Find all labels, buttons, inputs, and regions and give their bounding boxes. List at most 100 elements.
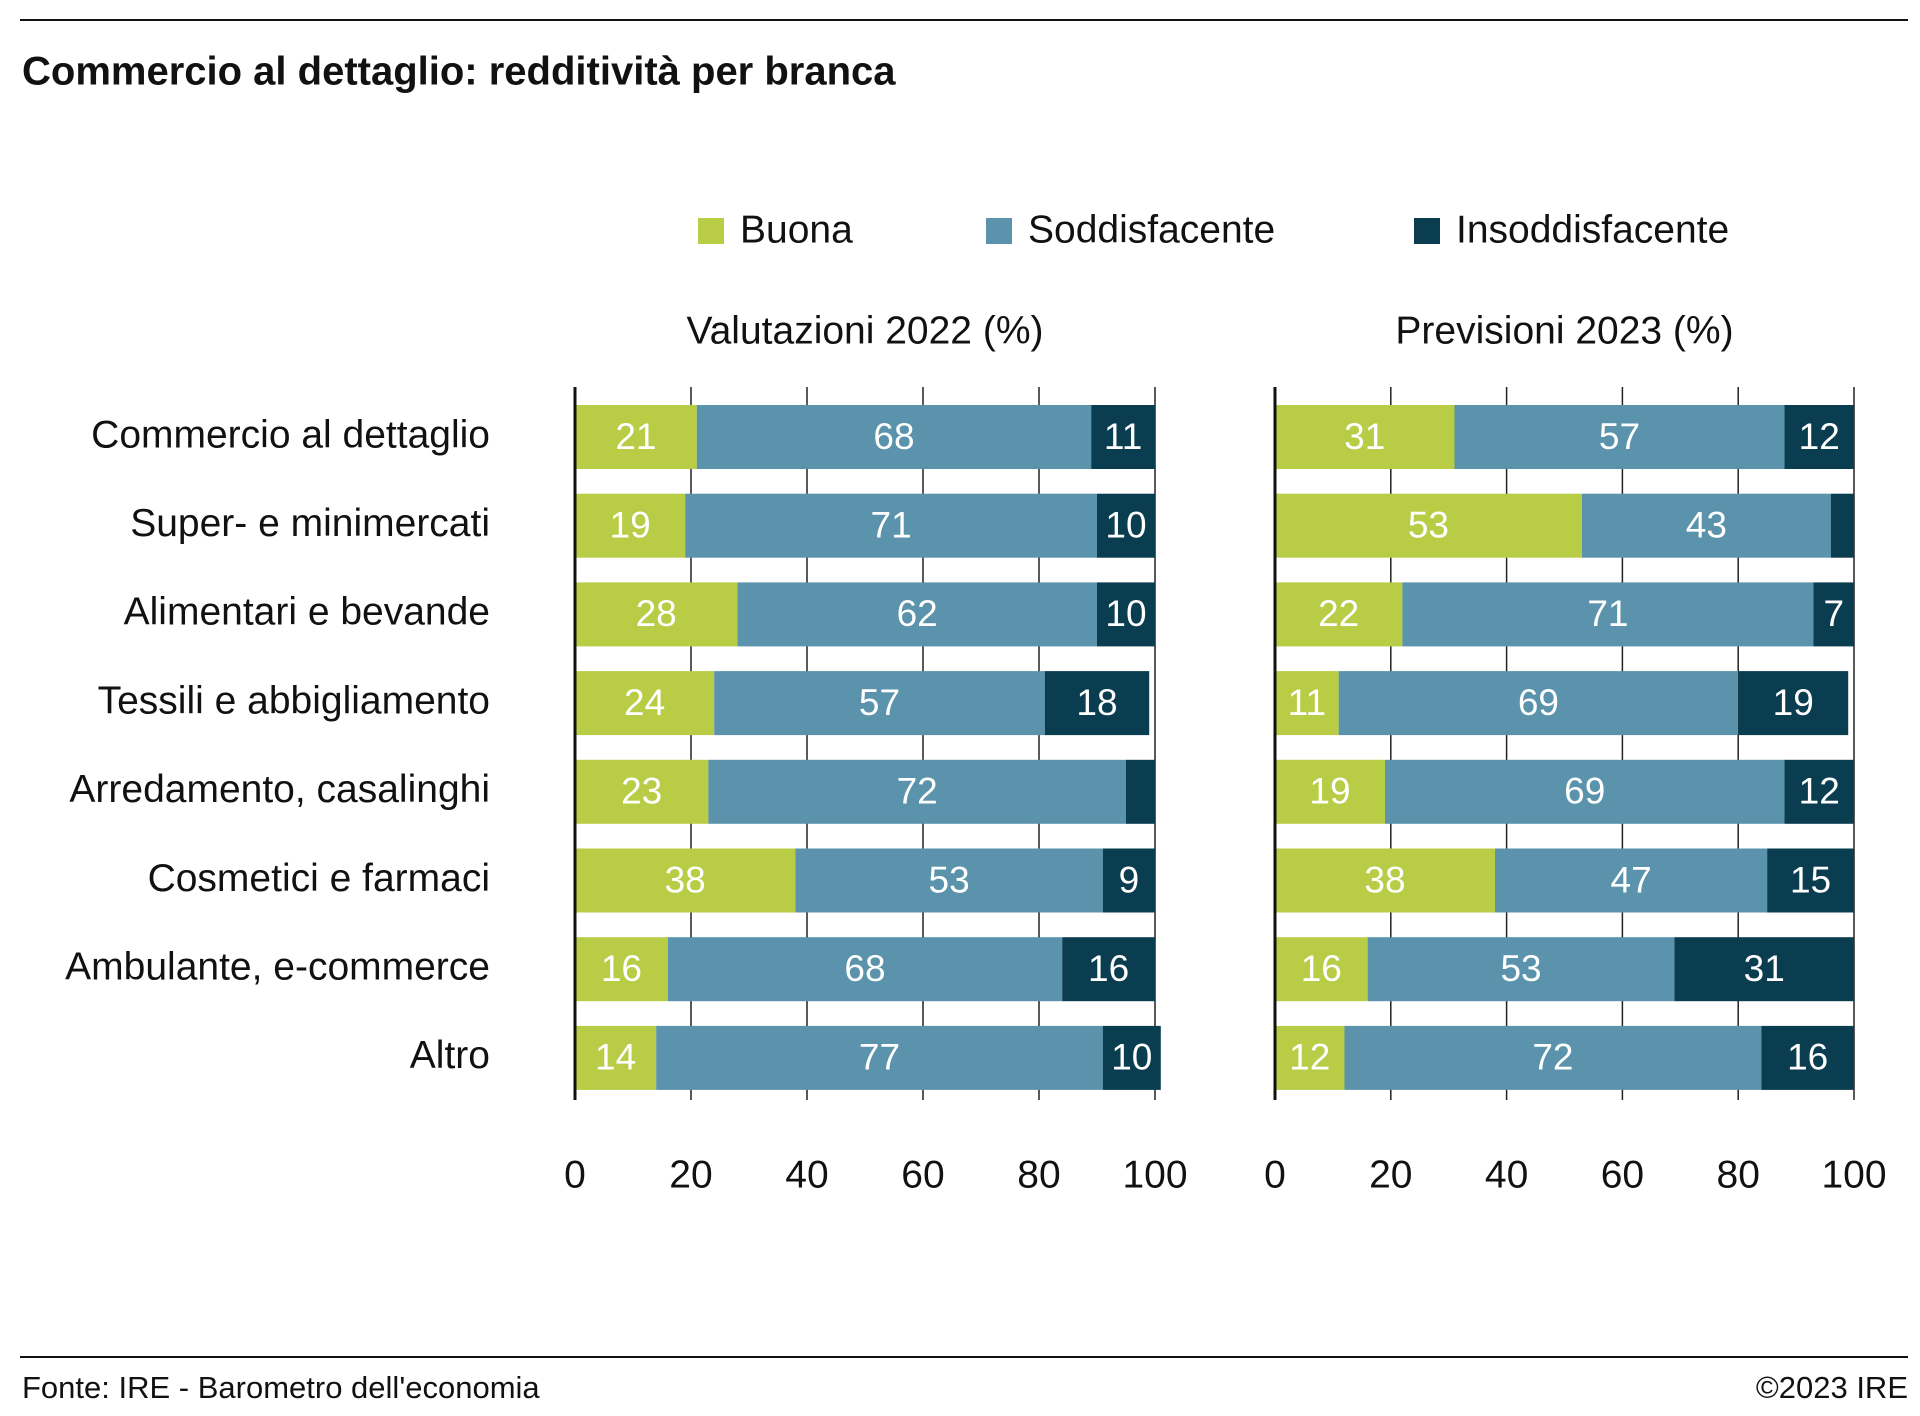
legend-label: Insoddisfacente bbox=[1456, 208, 1729, 251]
bar-segment bbox=[1495, 848, 1768, 913]
bar-segment bbox=[1275, 405, 1455, 469]
bar-segment bbox=[575, 493, 686, 558]
data-label: 38 bbox=[665, 859, 706, 900]
bar-segment bbox=[1102, 1025, 1161, 1090]
bar-segment bbox=[1275, 582, 1403, 647]
x-tick-label: 0 bbox=[1264, 1153, 1286, 1196]
legend-label: Soddisfacente bbox=[1028, 208, 1275, 251]
bar-segment bbox=[1385, 759, 1785, 824]
data-label: 57 bbox=[1599, 416, 1640, 457]
bar-segment bbox=[1275, 937, 1368, 1002]
data-label: 71 bbox=[1587, 593, 1628, 634]
x-tick-label: 60 bbox=[1601, 1153, 1644, 1196]
data-label: 19 bbox=[1309, 771, 1350, 812]
bar-segment bbox=[1091, 405, 1155, 469]
bar-segment bbox=[1338, 671, 1739, 736]
data-label: 43 bbox=[1686, 504, 1727, 545]
category-label: Altro bbox=[410, 1034, 490, 1077]
data-label: 16 bbox=[1088, 948, 1129, 989]
x-tick-label: 100 bbox=[1821, 1153, 1886, 1196]
bar-segment bbox=[575, 848, 796, 913]
bar-segment bbox=[575, 759, 709, 824]
data-label: 16 bbox=[601, 948, 642, 989]
bar-segment bbox=[1044, 671, 1150, 736]
data-label: 12 bbox=[1799, 416, 1840, 457]
data-label: 10 bbox=[1105, 593, 1146, 634]
source: Fonte: IRE - Barometro dell'economia bbox=[22, 1370, 540, 1405]
bar-segment bbox=[1767, 848, 1854, 913]
x-tick-label: 80 bbox=[1017, 1153, 1060, 1196]
x-tick-label: 0 bbox=[564, 1153, 586, 1196]
data-label: 31 bbox=[1344, 416, 1385, 457]
data-label: 7 bbox=[1823, 593, 1844, 634]
legend-swatch bbox=[1414, 218, 1440, 244]
data-label: 72 bbox=[897, 771, 938, 812]
data-label: 68 bbox=[844, 948, 885, 989]
bar-segment bbox=[1097, 493, 1155, 558]
bar-segment bbox=[575, 937, 668, 1002]
chart-title: Commercio al dettaglio: redditività per … bbox=[22, 50, 896, 94]
data-label: 62 bbox=[897, 593, 938, 634]
data-label: 15 bbox=[1790, 859, 1831, 900]
data-label: 14 bbox=[595, 1037, 636, 1078]
data-label: 21 bbox=[615, 416, 656, 457]
x-tick-label: 40 bbox=[785, 1153, 828, 1196]
bar-segment bbox=[1813, 582, 1854, 647]
bar-segment bbox=[1275, 759, 1386, 824]
data-label: 71 bbox=[871, 504, 912, 545]
data-label: 12 bbox=[1799, 771, 1840, 812]
bar-segment bbox=[667, 937, 1063, 1002]
bar-segment bbox=[575, 405, 697, 469]
bar-segment bbox=[575, 671, 715, 736]
x-tick-label: 20 bbox=[1369, 1153, 1412, 1196]
data-label: 11 bbox=[1288, 682, 1326, 723]
data-label: 57 bbox=[859, 682, 900, 723]
data-label: 53 bbox=[929, 859, 970, 900]
legend-swatch bbox=[698, 218, 724, 244]
subtitle: Valutazioni 2022 (%) bbox=[687, 309, 1044, 352]
data-label: 23 bbox=[621, 771, 662, 812]
data-label: 31 bbox=[1744, 948, 1785, 989]
category-label: Commercio al dettaglio bbox=[91, 413, 490, 456]
data-label: 10 bbox=[1105, 504, 1146, 545]
copyright: ©2023 IRE bbox=[1756, 1370, 1908, 1405]
data-label: 53 bbox=[1500, 948, 1541, 989]
data-label: 16 bbox=[1301, 948, 1342, 989]
data-label: 68 bbox=[873, 416, 914, 457]
bar-segment bbox=[1102, 848, 1155, 913]
bar-segment bbox=[1275, 493, 1582, 558]
subtitle: Previsioni 2023 (%) bbox=[1395, 309, 1733, 352]
bar-segment bbox=[696, 405, 1092, 469]
x-tick-label: 20 bbox=[669, 1153, 712, 1196]
data-label: 12 bbox=[1289, 1037, 1330, 1078]
data-label: 22 bbox=[1318, 593, 1359, 634]
legend-label: Buona bbox=[740, 208, 853, 251]
bar-segment bbox=[1830, 493, 1854, 558]
data-label: 28 bbox=[636, 593, 677, 634]
bar-segment bbox=[1784, 759, 1854, 824]
bar-segment bbox=[1784, 405, 1854, 469]
data-label: 19 bbox=[610, 504, 651, 545]
data-label: 77 bbox=[859, 1037, 900, 1078]
category-label: Ambulante, e-commerce bbox=[65, 945, 490, 988]
bar-segment bbox=[1454, 405, 1785, 469]
bar-segment bbox=[575, 582, 738, 647]
data-label: 9 bbox=[1119, 859, 1140, 900]
bar-segment bbox=[1344, 1025, 1762, 1090]
bar-segment bbox=[1275, 1025, 1345, 1090]
bar-segment bbox=[737, 582, 1097, 647]
bar-segment bbox=[1275, 671, 1339, 736]
bar-segment bbox=[1275, 848, 1496, 913]
x-tick-label: 40 bbox=[1485, 1153, 1528, 1196]
data-label: 19 bbox=[1773, 682, 1814, 723]
bar-segment bbox=[1402, 582, 1814, 647]
category-label: Arredamento, casalinghi bbox=[69, 768, 490, 811]
category-label: Cosmetici e farmaci bbox=[148, 857, 490, 900]
bar-segment bbox=[1674, 937, 1854, 1002]
bar-segment bbox=[1126, 759, 1155, 824]
data-label: 10 bbox=[1111, 1037, 1152, 1078]
bar-segment bbox=[1097, 582, 1155, 647]
bar-segment bbox=[1738, 671, 1849, 736]
category-label: Tessili e abbigliamento bbox=[98, 679, 490, 722]
